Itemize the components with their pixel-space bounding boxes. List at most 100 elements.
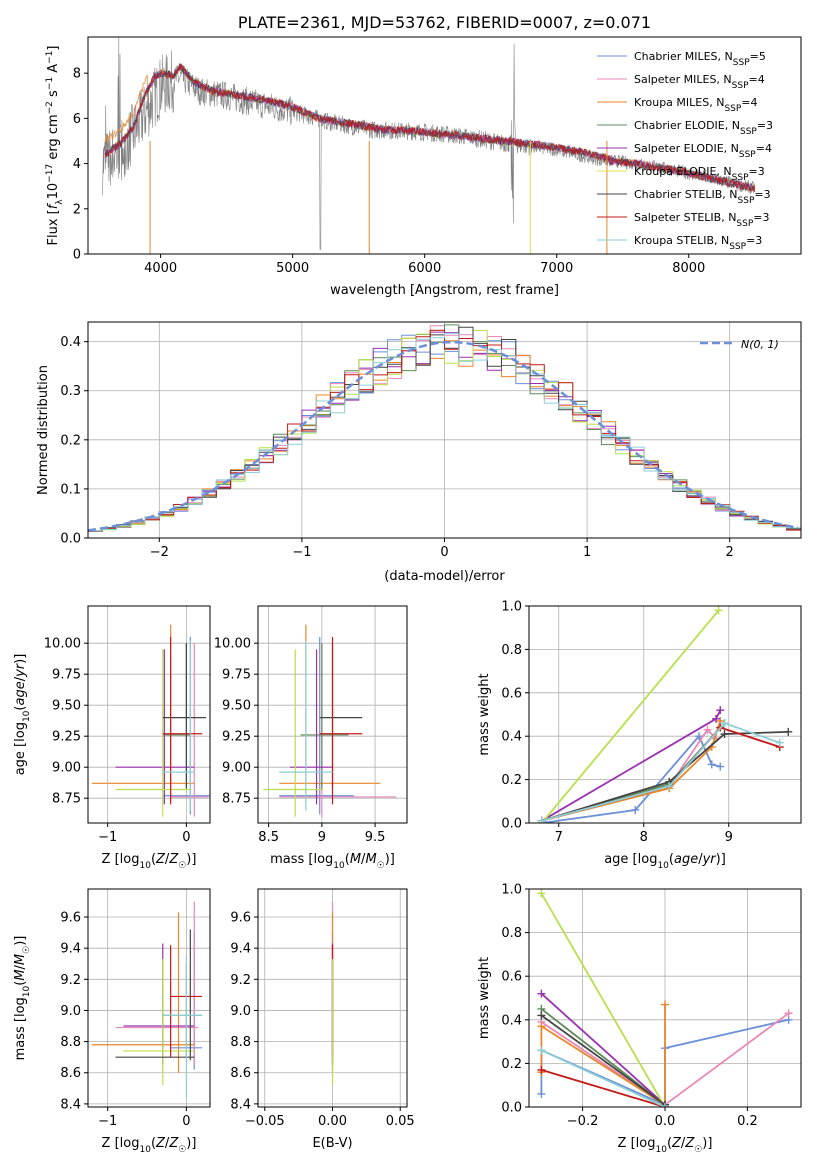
y-tick-label: 9.4: [230, 942, 251, 957]
axes: −1 0 8.4 8.6 8.8 9.0 9.2 9.4 9.6: [60, 889, 210, 1129]
errorbars: [91, 901, 203, 1098]
x-tick-label: 7: [555, 830, 563, 845]
residual-histogram: [88, 332, 801, 532]
x-tick-label: 0: [182, 830, 190, 845]
y-tick-label: 8.75: [52, 792, 81, 807]
y-tick-label: 9.0: [230, 1004, 251, 1019]
y-tick-label: 8.4: [230, 1097, 251, 1112]
series-marker: [661, 1103, 669, 1107]
y-tick-label: 0.6: [501, 686, 522, 701]
series-line: [540, 992, 666, 1106]
y-tick-label: 9.25: [52, 730, 81, 745]
legend-entry: Salpeter STELIB, NSSP=3: [634, 211, 770, 229]
y-tick-label: 9.6: [60, 911, 81, 926]
series-line: [541, 1069, 666, 1107]
x-tick-label: 5000: [276, 261, 309, 276]
x-tick-label: −0.05: [245, 1114, 285, 1129]
x-tick-label: 1: [583, 545, 591, 560]
residual-histogram: [88, 326, 801, 532]
normal-curve: [88, 340, 799, 532]
x-axis-label: E(B-V): [312, 1136, 352, 1151]
legend-entry: Kroupa ELODIE, NSSP=3: [634, 165, 765, 183]
axes: 4000 5000 6000 7000 8000 0 2 4 6 8: [73, 67, 706, 276]
series-marker: [712, 714, 720, 723]
mass-vs-Z-panel: −1 0 8.4 8.6 8.8 9.0 9.2 9.4 9.6 Z [log10(Z/Z☉)] m…: [13, 888, 211, 1155]
x-tick-label: 4000: [144, 261, 177, 276]
x-tick-label: −1: [98, 1114, 117, 1129]
series-marker: [716, 706, 725, 715]
x-tick-label: −1: [292, 545, 311, 560]
model-spectrum-line: [104, 63, 756, 193]
legend-entry: Chabrier ELODIE, NSSP=3: [634, 119, 773, 137]
x-axis-label: Z [log10(Z/Z☉)]: [618, 1136, 713, 1155]
series-marker: [775, 738, 784, 747]
series-marker: [661, 1000, 669, 1009]
errorbars: [263, 624, 397, 817]
y-tick-label: 0.3: [60, 384, 81, 399]
axes-frame: [257, 888, 408, 1108]
series-marker: [537, 1046, 546, 1055]
legend-entry: Chabrier STELIB, NSSP=3: [634, 188, 771, 206]
mass-vs-EBV-panel: −0.05 0.00 0.05 8.4 8.6 8.8 9.0 9.2 9.4 9.6 E(B-V): [230, 888, 415, 1151]
x-tick-label: 8.5: [258, 830, 279, 845]
x-tick-label: 0: [440, 545, 448, 560]
x-tick-label: 0.00: [318, 1114, 347, 1129]
y-tick-label: 10.00: [214, 637, 251, 652]
y-tick-label: 0.2: [501, 1057, 522, 1072]
y-tick-label: 9.75: [222, 668, 251, 683]
y-axis-label: Normed distribution: [36, 365, 51, 495]
series-marker: [703, 725, 712, 734]
x-tick-label: 6000: [408, 261, 441, 276]
residuals-panel: −2 −1 0 1 2 0.0 0.1 0.2 0.3 0.4 (data-model)/error…: [36, 321, 802, 584]
series-line: [541, 609, 720, 823]
y-tick-label: 8: [73, 67, 81, 82]
series-marker: [537, 1065, 546, 1074]
y-tick-label: 6: [73, 112, 81, 127]
y-tick-label: 8.8: [230, 1035, 251, 1050]
x-tick-label: 8: [640, 830, 648, 845]
x-tick-label: 2: [726, 545, 734, 560]
series-lines: [537, 606, 793, 823]
y-tick-label: 0.1: [60, 482, 81, 497]
series-marker: [537, 889, 546, 898]
y-tick-label: 8.4: [60, 1097, 81, 1112]
series-line: [541, 731, 789, 822]
y-tick-label: 9.75: [52, 668, 81, 683]
series-marker: [784, 727, 793, 736]
legend-entry: Kroupa STELIB, NSSP=3: [634, 234, 762, 252]
spectrum-panel: 4000 5000 6000 7000 8000 0 2 4 6 8 PLATE=2361, MJD…: [45, 13, 802, 298]
y-tick-label: 9.00: [222, 761, 251, 776]
x-tick-label: −2: [150, 545, 169, 560]
y-tick-label: 9.4: [60, 942, 81, 957]
axes-frame: [257, 605, 408, 824]
x-tick-label: −0.2: [567, 1114, 599, 1129]
series-marker: [720, 730, 729, 739]
series-marker: [537, 1022, 546, 1031]
axes-frame: [87, 321, 802, 539]
x-axis-label: wavelength [Angstrom, rest frame]: [330, 283, 559, 298]
x-axis-label: mass [log10(M/M☉)]: [270, 852, 395, 871]
y-tick-label: 10.00: [44, 637, 81, 652]
weight-vs-age-panel: 7 8 9 0.0 0.2 0.4 0.6 0.8 1.0 age [log10(age/yr)]…: [477, 600, 802, 871]
y-tick-label: 8.6: [60, 1066, 81, 1081]
series-line: [541, 1049, 666, 1107]
y-tick-label: 9.50: [222, 699, 251, 714]
y-axis-label: mass weight: [477, 957, 492, 1039]
x-tick-label: 0.05: [386, 1114, 415, 1129]
axes-frame: [87, 605, 211, 824]
legend-entry: Chabrier MILES, NSSP=5: [634, 50, 766, 68]
y-tick-label: 9.6: [230, 911, 251, 926]
series-marker: [631, 805, 640, 814]
y-tick-label: 0.0: [501, 1101, 522, 1116]
series-line: [541, 728, 717, 822]
spectrum-lines: [102, 37, 756, 254]
x-axis-label: (data-model)/error: [384, 569, 505, 584]
y-tick-label: 0.8: [501, 643, 522, 658]
axes-frame: [528, 605, 802, 824]
axes-frame: [87, 888, 211, 1108]
series-marker: [537, 1011, 546, 1020]
y-tick-label: 0.2: [501, 773, 522, 788]
legend-entry: Salpeter MILES, NSSP=4: [634, 73, 765, 91]
y-tick-label: 9.2: [60, 973, 81, 988]
y-tick-label: 1.0: [501, 600, 522, 615]
